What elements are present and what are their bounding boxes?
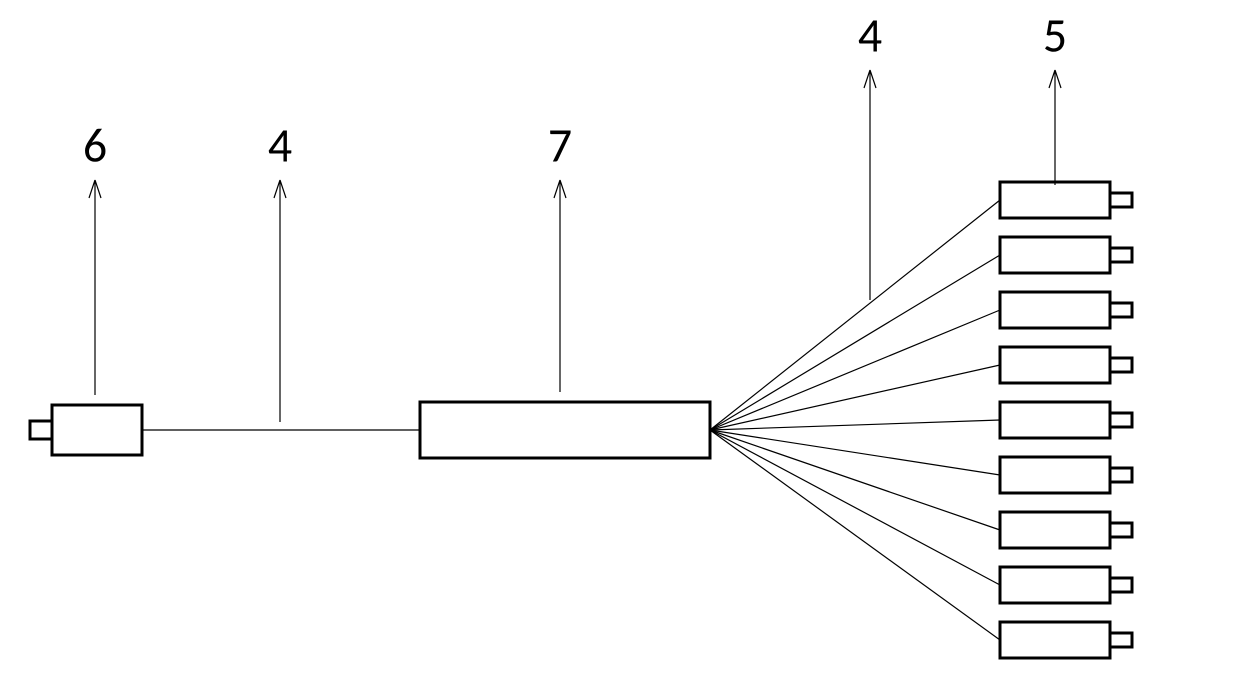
label-lbl-7: 7 bbox=[548, 115, 572, 174]
fan-line-8 bbox=[710, 430, 1000, 640]
output-connector-body-2 bbox=[1000, 292, 1110, 328]
output-connector-stub-8 bbox=[1110, 633, 1132, 647]
output-connector-stub-6 bbox=[1110, 523, 1132, 537]
label-lbl-6: 6 bbox=[83, 115, 107, 174]
fan-line-2 bbox=[710, 310, 1000, 430]
output-connector-body-6 bbox=[1000, 512, 1110, 548]
output-connector-stub-4 bbox=[1110, 413, 1132, 427]
fan-line-3 bbox=[710, 365, 1000, 430]
label-lbl-4-right: 4 bbox=[858, 5, 882, 64]
output-connector-body-5 bbox=[1000, 457, 1110, 493]
output-connector-stub-3 bbox=[1110, 358, 1132, 372]
label-lbl-5: 5 bbox=[1043, 5, 1067, 64]
fan-line-7 bbox=[710, 430, 1000, 585]
output-connector-stub-2 bbox=[1110, 303, 1132, 317]
fan-line-1 bbox=[710, 255, 1000, 430]
output-connector-stub-1 bbox=[1110, 248, 1132, 262]
output-connector-body-4 bbox=[1000, 402, 1110, 438]
diagram-canvas: 6 4 7 4 5 bbox=[0, 0, 1240, 692]
output-connector-stub-0 bbox=[1110, 193, 1132, 207]
fan-line-4 bbox=[710, 420, 1000, 430]
fan-line-6 bbox=[710, 430, 1000, 530]
fan-line-0 bbox=[710, 200, 1000, 430]
output-connector-body-1 bbox=[1000, 237, 1110, 273]
output-connector-body-3 bbox=[1000, 347, 1110, 383]
output-connector-body-8 bbox=[1000, 622, 1110, 658]
input-connector-stub bbox=[30, 421, 52, 439]
output-connector-stub-7 bbox=[1110, 578, 1132, 592]
label-lbl-4-left: 4 bbox=[268, 115, 292, 174]
output-connector-stub-5 bbox=[1110, 468, 1132, 482]
splitter-body bbox=[420, 402, 710, 458]
output-connector-body-0 bbox=[1000, 182, 1110, 218]
output-connector-body-7 bbox=[1000, 567, 1110, 603]
input-connector-body bbox=[52, 405, 142, 455]
fan-line-5 bbox=[710, 430, 1000, 475]
